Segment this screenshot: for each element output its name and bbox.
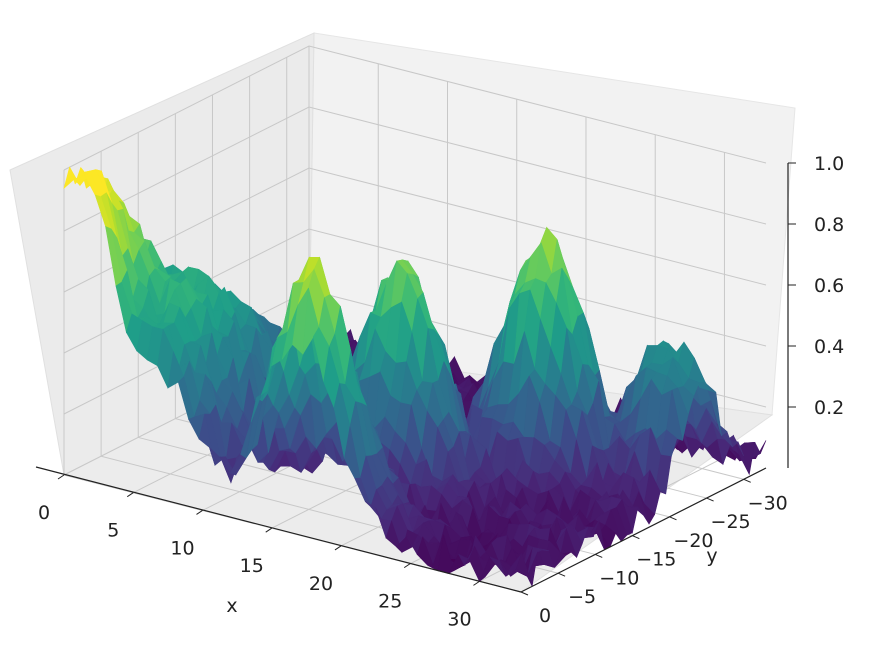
y-tick-mark bbox=[669, 516, 677, 521]
x-axis-line bbox=[35, 466, 522, 593]
y-tick-mark bbox=[520, 591, 529, 596]
x-tick-mark bbox=[126, 492, 134, 498]
y-tick-label: −15 bbox=[636, 549, 676, 571]
x-tick-mark bbox=[403, 563, 411, 569]
y-tick-mark bbox=[557, 572, 566, 577]
y-tick-label: −10 bbox=[599, 567, 639, 589]
y-tick-mark bbox=[706, 497, 714, 502]
x-tick-mark bbox=[265, 527, 273, 533]
y-tick-label: −30 bbox=[748, 492, 788, 514]
x-tick-label: 20 bbox=[309, 573, 333, 595]
y-tick-label: −5 bbox=[568, 586, 596, 608]
z-tick-label: 0.4 bbox=[814, 336, 844, 358]
grid-line-z bbox=[63, 45, 767, 171]
x-tick-mark bbox=[334, 545, 342, 551]
surface-mesh bbox=[63, 166, 767, 587]
z-tick-label: 0.2 bbox=[814, 397, 844, 419]
axis-lines bbox=[35, 163, 789, 593]
surface-facet bbox=[510, 568, 527, 577]
x-axis-ticks: 0 5 10 15 20 25 30 bbox=[38, 474, 480, 630]
z-tick-label: 0.6 bbox=[814, 275, 844, 297]
y-tick-mark bbox=[595, 553, 603, 558]
y-axis-label: y bbox=[706, 545, 717, 567]
x-tick-label: 15 bbox=[240, 555, 264, 577]
y-tick-mark bbox=[632, 535, 640, 540]
x-tick-mark bbox=[473, 580, 480, 586]
y-tick-label: 0 bbox=[539, 605, 551, 627]
x-tick-label: 25 bbox=[378, 591, 402, 613]
grid-line-z bbox=[63, 106, 767, 232]
z-axis-ticks: 0.2 0.4 0.6 0.8 1.0 bbox=[788, 153, 844, 419]
x-tick-label: 10 bbox=[170, 537, 194, 559]
z-tick-label: 0.8 bbox=[814, 214, 844, 236]
y-tick-label: −25 bbox=[711, 511, 751, 533]
z-tick-label: 1.0 bbox=[814, 153, 844, 175]
x-tick-mark bbox=[196, 510, 203, 515]
x-tick-label: 5 bbox=[107, 520, 119, 542]
x-tick-label: 30 bbox=[447, 608, 471, 630]
y-tick-label: −20 bbox=[673, 530, 713, 552]
x-axis-label: x bbox=[226, 595, 237, 617]
x-tick-mark bbox=[57, 474, 65, 480]
y-axis-ticks: 0 −5−10−15−20−25−30 bbox=[520, 478, 788, 627]
y-axis-line bbox=[520, 467, 767, 593]
x-tick-label: 0 bbox=[38, 502, 50, 524]
y-tick-mark bbox=[743, 478, 751, 483]
